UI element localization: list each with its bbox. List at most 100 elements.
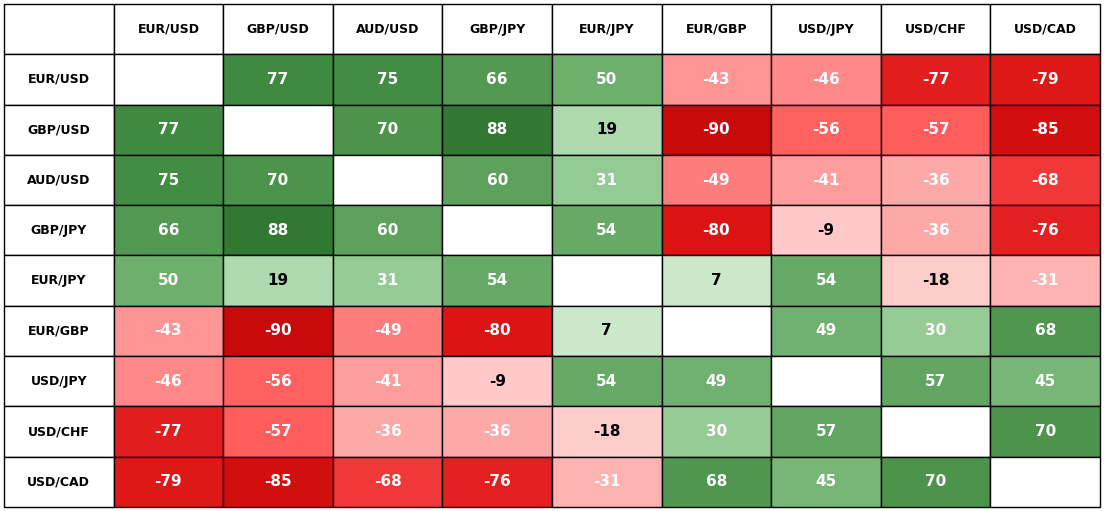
Text: -57: -57 — [922, 122, 949, 137]
Bar — [552, 54, 661, 105]
Bar — [114, 306, 223, 356]
Text: -79: -79 — [1031, 72, 1059, 87]
Bar — [881, 356, 990, 406]
Bar — [661, 406, 772, 457]
Text: 68: 68 — [705, 474, 728, 490]
Bar — [4, 155, 114, 205]
Bar — [772, 356, 881, 406]
Text: GBP/USD: GBP/USD — [28, 123, 91, 136]
Bar — [4, 306, 114, 356]
Bar — [114, 356, 223, 406]
Bar — [552, 406, 661, 457]
Bar — [990, 356, 1100, 406]
Text: GBP/USD: GBP/USD — [246, 22, 309, 36]
Text: -18: -18 — [593, 424, 620, 439]
Bar — [4, 406, 114, 457]
Text: 77: 77 — [158, 122, 179, 137]
Text: 57: 57 — [925, 374, 946, 389]
Text: -56: -56 — [813, 122, 840, 137]
Bar — [881, 105, 990, 155]
Bar — [4, 54, 114, 105]
Bar — [332, 306, 443, 356]
Text: 66: 66 — [487, 72, 508, 87]
Text: -31: -31 — [1031, 273, 1059, 288]
Text: 70: 70 — [1034, 424, 1055, 439]
Text: USD/CAD: USD/CAD — [1013, 22, 1076, 36]
Bar — [661, 155, 772, 205]
Text: -36: -36 — [484, 424, 511, 439]
Text: EUR/USD: EUR/USD — [137, 22, 200, 36]
Bar — [114, 155, 223, 205]
Bar — [114, 4, 223, 54]
Bar — [223, 4, 332, 54]
Bar — [990, 105, 1100, 155]
Text: EUR/JPY: EUR/JPY — [580, 22, 635, 36]
Bar — [114, 256, 223, 306]
Text: -77: -77 — [155, 424, 182, 439]
Bar — [223, 356, 332, 406]
Bar — [332, 4, 443, 54]
Text: 54: 54 — [816, 273, 837, 288]
Bar — [332, 54, 443, 105]
Text: -56: -56 — [264, 374, 291, 389]
Text: -9: -9 — [489, 374, 506, 389]
Text: 70: 70 — [267, 173, 288, 188]
Text: 60: 60 — [376, 223, 399, 238]
Bar — [443, 205, 552, 256]
Text: 50: 50 — [158, 273, 179, 288]
Bar — [443, 406, 552, 457]
Bar — [552, 155, 661, 205]
Bar — [772, 54, 881, 105]
Bar — [4, 205, 114, 256]
Bar — [772, 457, 881, 507]
Text: USD/JPY: USD/JPY — [798, 22, 854, 36]
Bar — [443, 105, 552, 155]
Bar — [990, 205, 1100, 256]
Bar — [223, 205, 332, 256]
Text: -46: -46 — [155, 374, 182, 389]
Text: -68: -68 — [1031, 173, 1059, 188]
Text: 50: 50 — [596, 72, 617, 87]
Bar — [881, 457, 990, 507]
Text: -18: -18 — [922, 273, 949, 288]
Bar — [772, 155, 881, 205]
Text: 19: 19 — [267, 273, 288, 288]
Text: -80: -80 — [484, 323, 511, 338]
Bar — [990, 306, 1100, 356]
Bar — [223, 256, 332, 306]
Bar — [772, 256, 881, 306]
Text: 77: 77 — [267, 72, 288, 87]
Text: -57: -57 — [264, 424, 291, 439]
Text: 45: 45 — [1034, 374, 1055, 389]
Text: -80: -80 — [702, 223, 730, 238]
Bar — [990, 406, 1100, 457]
Bar — [114, 406, 223, 457]
Text: -68: -68 — [374, 474, 402, 490]
Text: -76: -76 — [1031, 223, 1059, 238]
Text: -76: -76 — [484, 474, 511, 490]
Text: -90: -90 — [264, 323, 291, 338]
Bar — [881, 54, 990, 105]
Text: 75: 75 — [376, 72, 399, 87]
Bar — [332, 256, 443, 306]
Bar — [223, 406, 332, 457]
Bar — [661, 457, 772, 507]
Bar — [332, 155, 443, 205]
Bar — [114, 205, 223, 256]
Bar — [223, 457, 332, 507]
Text: -85: -85 — [264, 474, 291, 490]
Bar — [443, 306, 552, 356]
Text: USD/CAD: USD/CAD — [28, 475, 91, 489]
Text: GBP/JPY: GBP/JPY — [31, 224, 87, 237]
Bar — [552, 4, 661, 54]
Text: EUR/GBP: EUR/GBP — [28, 324, 89, 337]
Bar — [114, 105, 223, 155]
Bar — [881, 306, 990, 356]
Text: -43: -43 — [155, 323, 182, 338]
Text: 68: 68 — [1034, 323, 1055, 338]
Bar — [990, 155, 1100, 205]
Bar — [990, 256, 1100, 306]
Text: -46: -46 — [813, 72, 840, 87]
Bar — [881, 256, 990, 306]
Bar — [552, 256, 661, 306]
